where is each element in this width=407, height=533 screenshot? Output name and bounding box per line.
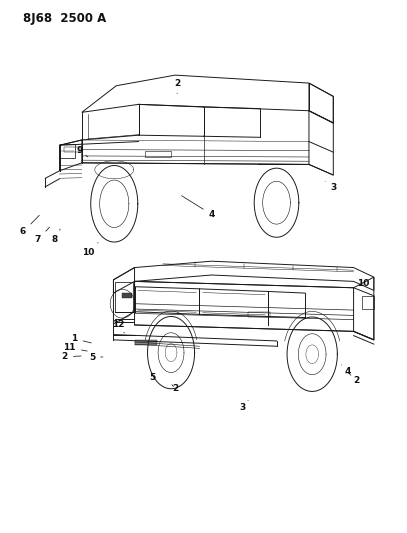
Bar	[115, 282, 133, 312]
Text: 8J68  2500 A: 8J68 2500 A	[23, 12, 106, 26]
Text: 5: 5	[89, 353, 103, 362]
Bar	[63, 147, 80, 152]
Text: 2: 2	[172, 384, 178, 393]
Text: 5: 5	[150, 373, 156, 382]
Text: 7: 7	[35, 227, 50, 245]
Bar	[122, 293, 132, 298]
Bar	[248, 312, 270, 317]
Text: 3: 3	[325, 181, 337, 192]
Bar	[59, 144, 75, 158]
Text: 2: 2	[61, 352, 81, 361]
Text: 2: 2	[174, 78, 180, 94]
Text: 6: 6	[20, 215, 39, 237]
Text: 3: 3	[239, 400, 248, 412]
Text: 10: 10	[354, 279, 370, 293]
Text: 9: 9	[77, 146, 88, 157]
Text: 4: 4	[182, 196, 215, 219]
Bar	[135, 340, 157, 345]
Text: 10: 10	[82, 243, 98, 257]
Text: 2: 2	[350, 374, 360, 385]
Bar	[144, 151, 171, 157]
Text: 1: 1	[71, 334, 91, 343]
Text: 4: 4	[341, 365, 351, 376]
Text: 12: 12	[112, 320, 125, 333]
Text: 8: 8	[51, 229, 60, 245]
Bar	[362, 296, 374, 309]
Text: 11: 11	[63, 343, 87, 352]
